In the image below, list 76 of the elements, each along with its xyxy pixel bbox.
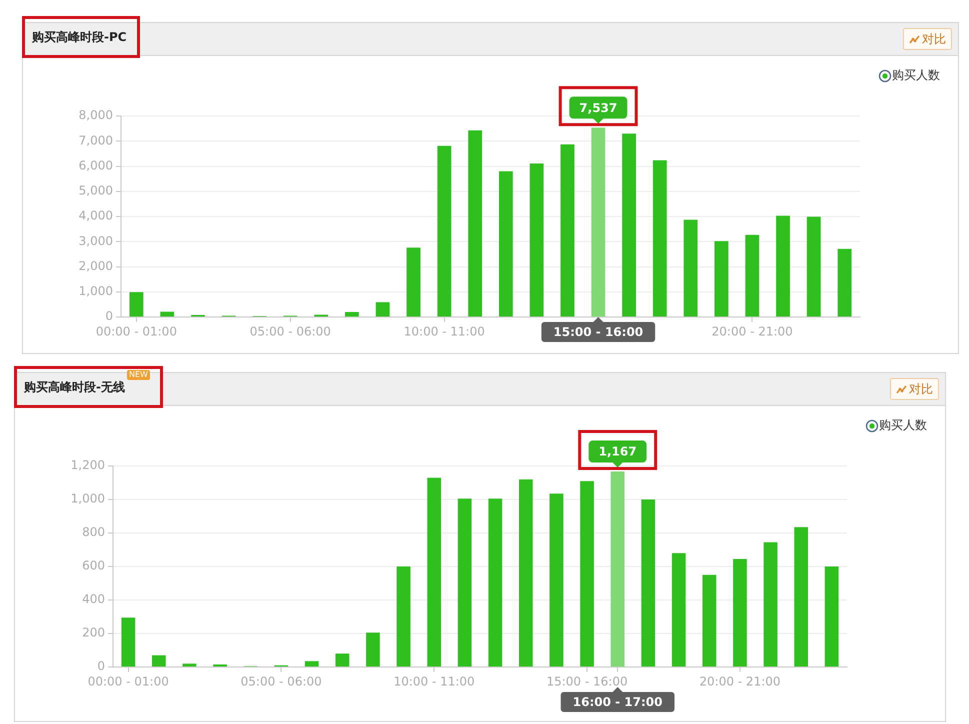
compare-button: 对比 xyxy=(903,28,952,50)
bar xyxy=(129,292,144,316)
bar xyxy=(518,479,533,666)
bar xyxy=(458,498,472,666)
bar xyxy=(530,163,544,316)
bar xyxy=(427,478,442,666)
bar xyxy=(838,248,852,316)
bar xyxy=(794,527,808,666)
y-tick-label: 4,000 xyxy=(78,208,113,223)
bar xyxy=(824,566,839,666)
bar xyxy=(335,654,350,666)
bar xyxy=(733,558,747,666)
compare-button: 对比 xyxy=(890,378,939,400)
bar xyxy=(622,134,636,316)
y-tick-label: 0 xyxy=(97,659,105,674)
bar xyxy=(652,160,667,316)
data-label: 7,537 xyxy=(579,100,618,115)
bar xyxy=(745,234,760,316)
x-tick-label: 00:00 - 01:00 xyxy=(96,324,177,338)
y-tick-label: 1,000 xyxy=(78,284,113,298)
y-tick-label: 400 xyxy=(82,592,105,606)
badge: NEW xyxy=(126,370,150,380)
bar xyxy=(806,216,821,316)
y-tick-label: 1,200 xyxy=(70,458,105,472)
bar xyxy=(488,498,502,666)
bar xyxy=(764,542,778,666)
y-tick-label: 8,000 xyxy=(78,108,113,122)
y-tick-label: 7,000 xyxy=(78,133,113,148)
bar xyxy=(304,661,319,666)
bar xyxy=(672,553,686,666)
bar xyxy=(550,494,564,666)
bar xyxy=(580,481,594,666)
x-tick-label: 00:00 - 01:00 xyxy=(88,674,169,688)
y-tick-label: 6,000 xyxy=(78,158,113,172)
legend-label: 购买人数 xyxy=(879,418,927,432)
y-tick-label: 200 xyxy=(82,626,105,640)
x-tick-label: 20:00 - 21:00 xyxy=(699,674,781,688)
bar xyxy=(345,312,359,316)
chart-title: 购买高峰时段-无线 xyxy=(24,378,125,396)
bar xyxy=(591,128,606,316)
legend-label: 购买人数 xyxy=(892,68,940,82)
bar xyxy=(396,566,410,666)
bar xyxy=(714,241,728,316)
y-tick-label: 1,000 xyxy=(70,492,105,506)
bar xyxy=(560,144,574,316)
x-tick-label: 05:00 - 06:00 xyxy=(240,674,322,688)
bar xyxy=(684,220,698,316)
chart-title: 购买高峰时段-PC xyxy=(32,28,127,46)
bar xyxy=(182,664,196,666)
bar xyxy=(776,216,790,316)
bar xyxy=(406,248,420,316)
bar xyxy=(498,171,513,316)
y-tick-label: 800 xyxy=(82,525,105,540)
y-tick-label: 5,000 xyxy=(78,184,113,198)
bar xyxy=(702,574,716,666)
bar xyxy=(160,312,174,316)
bar xyxy=(376,302,390,316)
x-tick-label: 20:00 - 21:00 xyxy=(712,324,793,338)
x-tick-label: 16:00 - 17:00 xyxy=(572,695,662,710)
bar xyxy=(468,130,482,316)
x-tick-label: 15:00 - 16:00 xyxy=(546,674,628,688)
bar xyxy=(152,655,166,666)
x-tick-label: 05:00 - 06:00 xyxy=(250,324,331,338)
x-tick-label: 10:00 - 11:00 xyxy=(404,324,485,338)
y-tick-label: 2,000 xyxy=(78,258,113,273)
x-tick-label: 15:00 - 16:00 xyxy=(553,325,644,340)
bar xyxy=(437,146,452,316)
y-tick-label: 600 xyxy=(82,558,105,573)
y-tick-label: 0 xyxy=(105,309,113,324)
bar xyxy=(641,500,656,666)
x-tick-label: 10:00 - 11:00 xyxy=(394,674,475,688)
bar xyxy=(366,632,380,666)
bar xyxy=(121,618,136,666)
y-tick-label: 3,000 xyxy=(78,234,113,248)
bar xyxy=(610,472,625,666)
data-label: 1,167 xyxy=(598,444,637,459)
